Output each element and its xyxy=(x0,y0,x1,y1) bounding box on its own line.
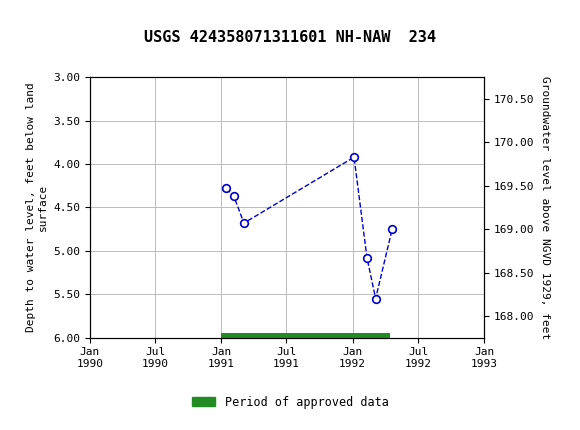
Text: ≈: ≈ xyxy=(1,7,22,31)
Y-axis label: Depth to water level, feet below land
surface: Depth to water level, feet below land su… xyxy=(26,83,48,332)
Legend: Period of approved data: Period of approved data xyxy=(187,391,393,413)
Y-axis label: Groundwater level above NGVD 1929, feet: Groundwater level above NGVD 1929, feet xyxy=(540,76,550,339)
Text: USGS: USGS xyxy=(6,10,66,29)
Text: USGS 424358071311601 NH-NAW  234: USGS 424358071311601 NH-NAW 234 xyxy=(144,30,436,45)
